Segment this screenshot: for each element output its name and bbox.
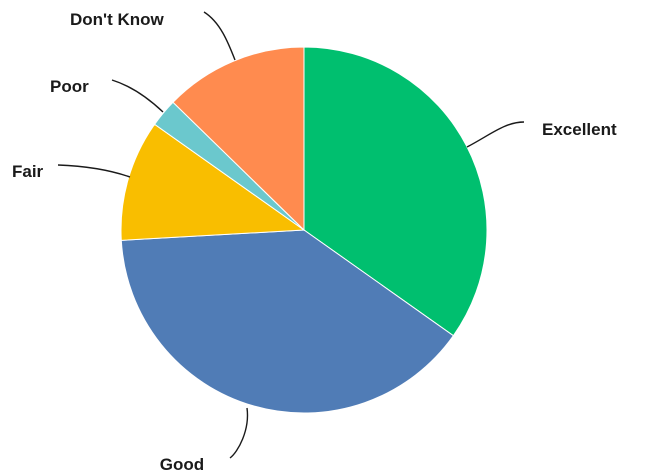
leader-line-excellent: [466, 121, 525, 148]
pie-slice-excellent: [303, 46, 488, 337]
slice-label-don-t-know: Don't Know: [70, 10, 165, 29]
leader-line-good: [229, 407, 249, 459]
pie-slice-fair: [120, 123, 306, 241]
pie-labels: Excellent Good Fair Poor Don't Know: [12, 10, 617, 474]
leader-line-don-t-know: [203, 11, 236, 61]
pie-slices: [120, 46, 488, 414]
slice-label-poor: Poor: [50, 77, 89, 96]
slice-label-good: Good: [160, 455, 204, 474]
pie-slice-good: [120, 229, 455, 414]
slice-label-fair: Fair: [12, 162, 44, 181]
leader-line-poor: [111, 79, 164, 113]
slice-label-excellent: Excellent: [542, 120, 617, 139]
pie-slice-don-t-know: [172, 46, 305, 232]
leader-line-fair: [57, 164, 131, 178]
pie-leader-lines: [57, 11, 525, 459]
